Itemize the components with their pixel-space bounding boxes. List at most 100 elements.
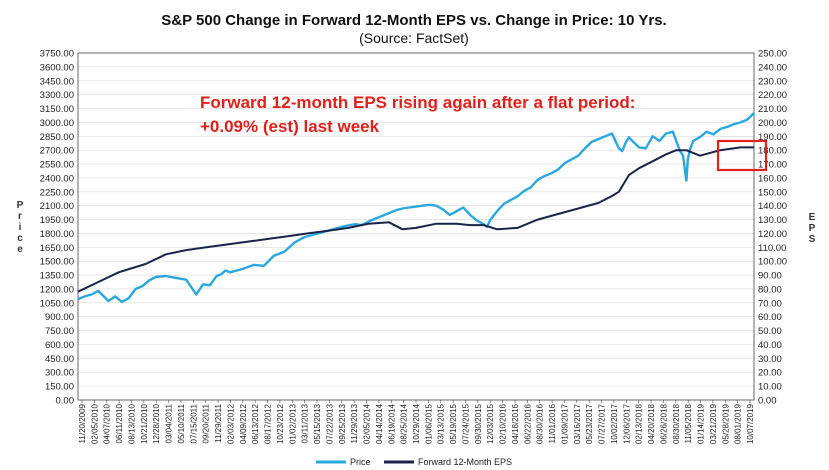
y-tick-left: 450.00	[45, 354, 74, 365]
x-tick-label: 06/11/2010	[115, 403, 124, 443]
x-tick-label: 06/13/2012	[251, 403, 260, 444]
highlight-box	[716, 139, 768, 172]
y-tick-left: 1050.00	[40, 298, 74, 309]
x-tick-label: 05/10/2011	[177, 403, 186, 443]
y-tick-left: 1350.00	[40, 271, 74, 282]
y-tick-left: 3300.00	[40, 90, 74, 101]
y-tick-left: 300.00	[45, 368, 74, 379]
y-tick-right: 10.00	[758, 382, 782, 393]
y-tick-right: 30.00	[758, 354, 782, 365]
x-tick-label: 10/02/2017	[610, 403, 619, 444]
legend-label-eps: Forward 12-Month EPS	[418, 457, 512, 467]
y-tick-right: 150.00	[758, 187, 787, 198]
annotation-line-2: +0.09% (est) last week	[200, 117, 380, 136]
y-tick-right: 240.00	[758, 62, 787, 73]
legend: Price Forward 12-Month EPS	[316, 457, 512, 467]
x-tick-label: 02/10/2016	[499, 403, 508, 444]
x-tick-label: 01/14/2019	[697, 403, 706, 444]
y-tick-left: 2250.00	[40, 187, 74, 198]
y-tick-left: 750.00	[45, 326, 74, 337]
y-tick-right: 120.00	[758, 229, 787, 240]
y-axis-label-right-char: E	[809, 212, 816, 223]
x-tick-label: 01/06/2015	[424, 403, 433, 444]
y-axis-label-left-char: r	[18, 211, 22, 222]
gridlines	[78, 66, 754, 387]
y-tick-right: 20.00	[758, 368, 782, 379]
y-tick-right: 110.00	[758, 243, 786, 254]
x-tick-label: 08/30/2018	[672, 403, 681, 444]
y-tick-right: 230.00	[758, 76, 787, 87]
y-tick-left: 1200.00	[40, 284, 74, 295]
y-tick-left: 1650.00	[40, 243, 74, 254]
y-tick-right: 80.00	[758, 284, 782, 295]
x-tick-label: 11/29/2013	[350, 403, 359, 443]
y-axis-label-right: EPS	[809, 212, 816, 245]
x-tick-label: 08/01/2019	[734, 403, 743, 444]
y-tick-right: 40.00	[758, 340, 782, 351]
x-tick-label: 10/29/2014	[412, 403, 421, 444]
y-tick-right: 130.00	[758, 215, 787, 226]
x-tick-label: 11/29/2011	[214, 403, 223, 442]
x-tick-label: 02/13/2018	[635, 403, 644, 444]
y-tick-left: 1500.00	[40, 257, 74, 268]
y-tick-right: 70.00	[758, 298, 782, 309]
y-tick-left: 3450.00	[40, 76, 74, 87]
y-tick-right: 180.00	[758, 146, 787, 157]
y-tick-left: 0.00	[56, 396, 75, 407]
x-tick-label: 08/17/2012	[264, 403, 273, 444]
x-tick-label: 07/24/2015	[461, 403, 470, 444]
x-tick-label: 04/07/2010	[103, 403, 112, 444]
y-tick-right: 190.00	[758, 132, 787, 143]
y-tick-left: 2700.00	[40, 146, 74, 157]
y-tick-right: 100.00	[758, 257, 787, 268]
legend-label-price: Price	[350, 457, 371, 467]
x-tick-label: 09/20/2011	[202, 403, 211, 443]
y-tick-right: 160.00	[758, 173, 787, 184]
x-tick-label: 10/21/2010	[140, 403, 149, 444]
series-line-eps	[77, 146, 754, 293]
series-group	[77, 112, 755, 304]
x-tick-label: 12/06/2017	[622, 403, 631, 444]
x-tick-label: 01/02/2013	[288, 403, 297, 444]
x-tick-label: 04/09/2012	[239, 403, 248, 444]
x-tick-label: 05/15/2013	[313, 403, 322, 444]
series-line-price	[77, 112, 755, 304]
x-tick-label: 12/28/2010	[152, 403, 161, 444]
x-tick-label: 11/20/2009	[78, 403, 87, 443]
x-tick-label: 06/19/2014	[387, 403, 396, 444]
x-tick-label: 01/09/2017	[560, 403, 569, 444]
y-tick-right: 50.00	[758, 326, 782, 337]
x-tick-label: 08/25/2014	[400, 403, 409, 444]
x-tick-label: 12/03/2015	[486, 403, 495, 444]
y-axis-label-right-char: P	[809, 223, 816, 234]
x-tick-label: 07/27/2017	[598, 403, 607, 444]
x-tick-label: 07/22/2013	[325, 403, 334, 444]
x-tick-label: 03/04/2011	[165, 403, 174, 443]
annotation-line-1: Forward 12-month EPS rising again after …	[200, 93, 635, 112]
y-axis-label-left-char: i	[19, 222, 22, 233]
x-tick-label: 06/26/2018	[659, 403, 668, 444]
x-tick-label: 09/25/2013	[338, 403, 347, 444]
y-tick-right: 220.00	[758, 90, 787, 101]
y-tick-right: 140.00	[758, 201, 787, 212]
y-tick-right: 90.00	[758, 271, 782, 282]
x-tick-label: 04/18/2016	[511, 403, 520, 444]
y-tick-left: 2400.00	[40, 173, 74, 184]
y-tick-left: 600.00	[45, 340, 74, 351]
y-axis-label-left: Price	[17, 200, 24, 255]
x-tick-label: 03/11/2013	[301, 403, 310, 443]
x-tick-label: 03/21/2019	[709, 403, 718, 444]
y-tick-right: 200.00	[758, 118, 787, 129]
y-tick-left: 3600.00	[40, 62, 74, 73]
y-axis-right: 0.00 10.00 20.00 30.00 40.00 50.00 60.00 70.00 8…	[758, 49, 787, 407]
x-tick-label: 05/28/2019	[721, 403, 730, 444]
chart-subtitle: (Source: FactSet)	[359, 30, 469, 46]
y-tick-left: 3150.00	[40, 104, 74, 115]
y-axis-left: 0.00 150.00 300.00 450.00 600.00 750.00 900.00…	[40, 49, 74, 407]
y-tick-left: 1950.00	[40, 215, 74, 226]
x-tick-label: 10/23/2012	[276, 403, 285, 444]
y-tick-right: 210.00	[758, 104, 787, 115]
y-axis-label-left-char: P	[17, 200, 24, 211]
y-tick-left: 150.00	[45, 382, 74, 393]
